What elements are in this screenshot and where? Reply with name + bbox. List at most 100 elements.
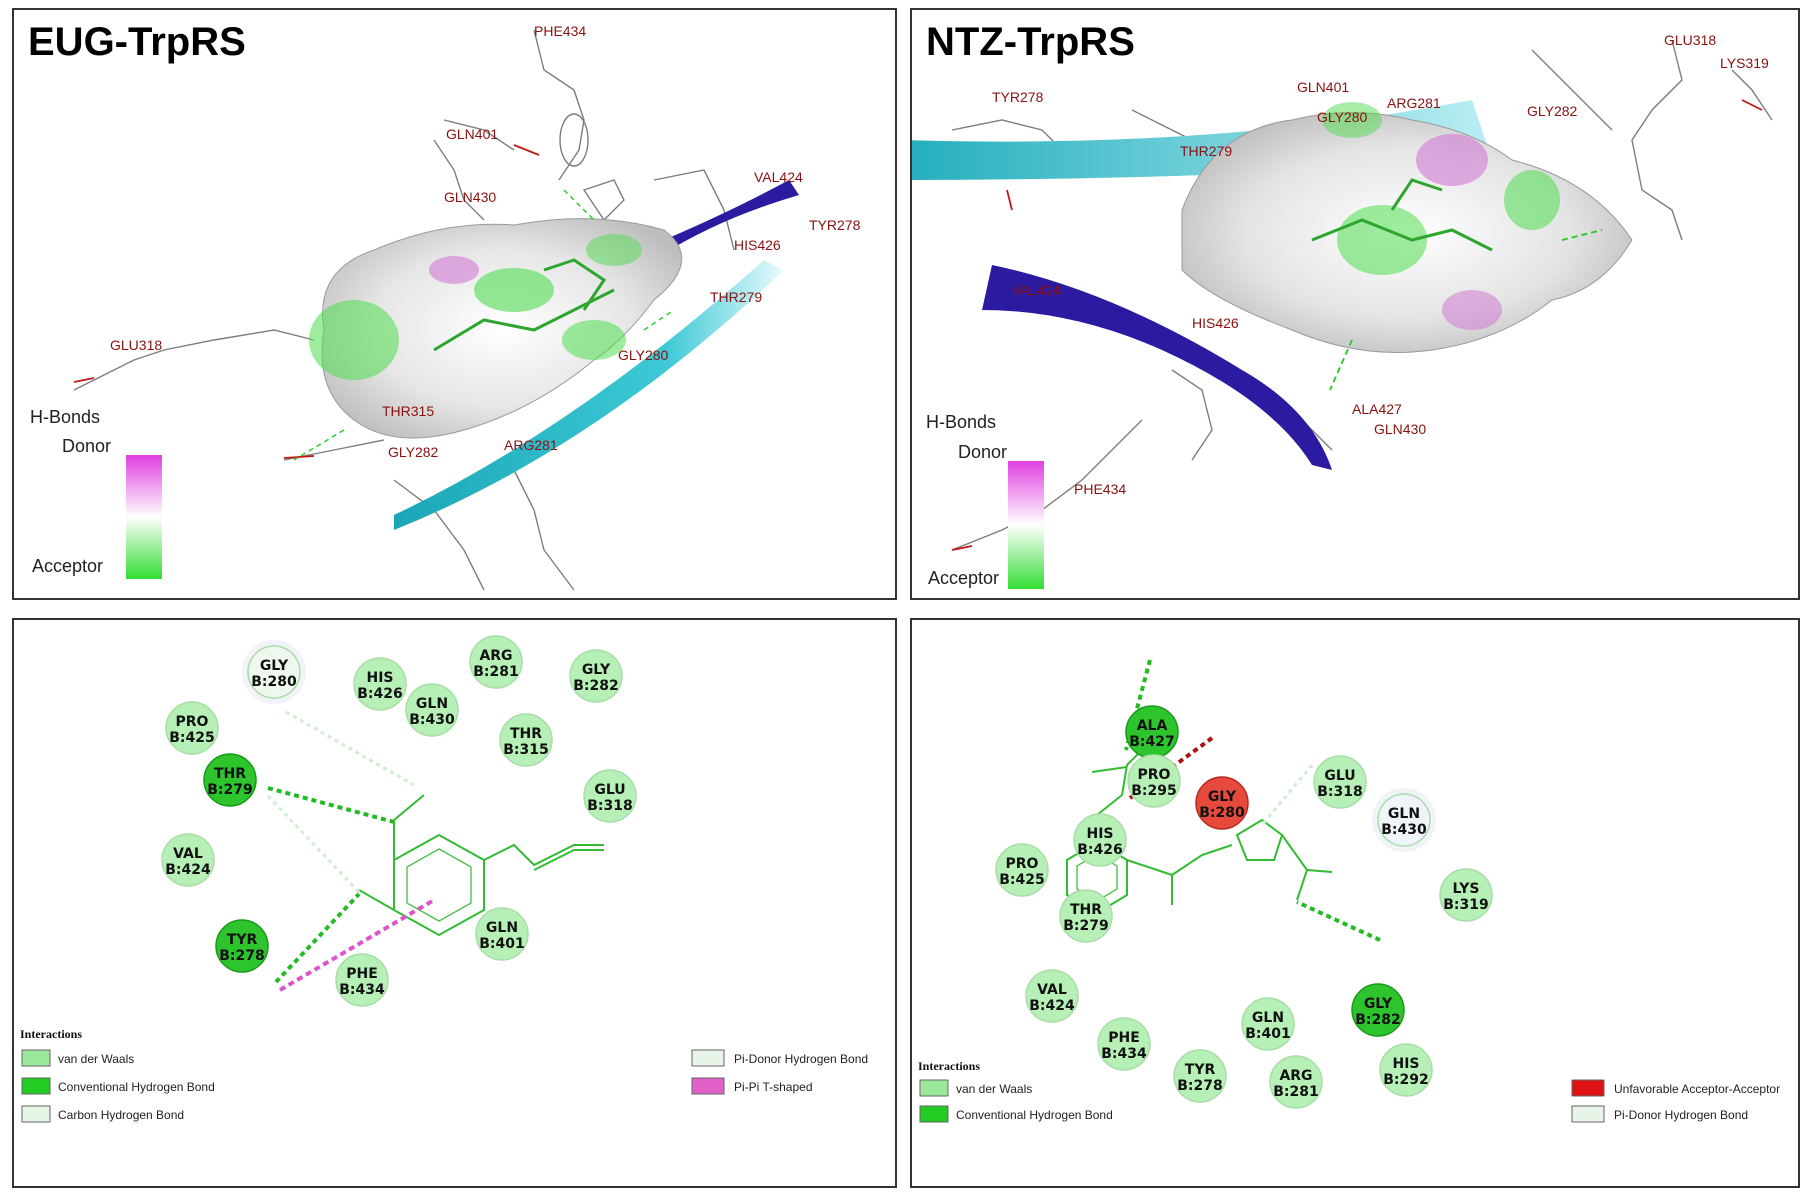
residue-label: TYR278 xyxy=(809,217,861,233)
residue-label: HIS426 xyxy=(1192,315,1239,331)
eug-residue-name: ARG xyxy=(479,648,512,664)
hbond-gradient-bar xyxy=(126,455,162,579)
ntz-residue-number: B:427 xyxy=(1129,734,1175,750)
hbond-acceptor-label: Acceptor xyxy=(928,568,999,588)
residue-label: GLU318 xyxy=(1664,32,1716,48)
residue-label: LYS319 xyxy=(1720,55,1769,71)
residue-label: GLN401 xyxy=(446,126,498,142)
eug-3d-residue-labels: PHE434 GLN401 GLN430 VAL424 TYR278 HIS42… xyxy=(110,23,861,460)
ntz-residue-disc xyxy=(1379,1043,1433,1097)
ntz-residue-number: B:292 xyxy=(1383,1072,1429,1088)
eug-residue-name: GLY xyxy=(582,662,611,678)
residue-label: ALA427 xyxy=(1352,401,1402,417)
legend-label: Pi-Donor Hydrogen Bond xyxy=(734,1052,868,1066)
eug-residue-disc xyxy=(569,649,623,703)
eug-residue-number: B:279 xyxy=(207,782,253,798)
ntz-residue-number: B:425 xyxy=(999,872,1045,888)
eug-residue-name: THR xyxy=(214,766,246,782)
ntz-residue-disc xyxy=(1059,889,1113,943)
eug-3d-render: PHE434 GLN401 GLN430 VAL424 TYR278 HIS42… xyxy=(30,23,861,591)
eug-3d-sticks xyxy=(73,29,735,591)
legend-swatch xyxy=(1571,1079,1605,1097)
eug-residue-number: B:425 xyxy=(169,730,215,746)
residue-label: GLN430 xyxy=(1374,421,1426,437)
eug-residue-number: B:315 xyxy=(503,742,549,758)
ntz-residue-disc xyxy=(1377,793,1431,847)
legend-label: Pi-Pi T-shaped xyxy=(734,1080,813,1094)
eug-3d-panel: PHE434 GLN401 GLN430 VAL424 TYR278 HIS42… xyxy=(12,8,897,600)
residue-label: ARG281 xyxy=(1387,95,1441,111)
ntz-residue-number: B:430 xyxy=(1381,822,1427,838)
ntz-residue-number: B:295 xyxy=(1131,783,1177,799)
ntz-residue-name: LYS xyxy=(1453,881,1480,897)
ntz-residue-disc xyxy=(1025,969,1079,1023)
panel-title: EUG-TrpRS xyxy=(28,20,246,64)
ntz-residue-number: B:424 xyxy=(1029,998,1075,1014)
hbond-donor-label: Donor xyxy=(958,442,1007,462)
residue-label: GLY282 xyxy=(1527,103,1578,119)
ntz-residue-name: ARG xyxy=(1279,1068,1312,1084)
legend-label: Conventional Hydrogen Bond xyxy=(956,1108,1113,1122)
hbond-donor-label: Donor xyxy=(62,436,111,456)
legend-swatch xyxy=(919,1105,949,1123)
residue-label: TYR278 xyxy=(992,89,1044,105)
ntz-residue-number: B:278 xyxy=(1177,1078,1223,1094)
eug-residue-number: B:430 xyxy=(409,712,455,728)
ntz-residue-number: B:319 xyxy=(1443,897,1489,913)
ntz-3d-residue-labels: GLU318 LYS319 TYR278 GLN401 ARG281 GLY28… xyxy=(992,32,1769,497)
legend-swatch xyxy=(21,1077,51,1095)
residue-label: GLY280 xyxy=(1317,109,1368,125)
ntz-residue-number: B:282 xyxy=(1355,1012,1401,1028)
eug-residue-disc xyxy=(165,701,219,755)
residue-label: GLN401 xyxy=(1297,79,1349,95)
legend-swatch xyxy=(1571,1105,1605,1123)
ntz-residue-number: B:434 xyxy=(1101,1046,1147,1062)
eug-residue-disc xyxy=(405,683,459,737)
ntz-residue-disc xyxy=(1127,754,1181,808)
eug-residue-name: TYR xyxy=(227,932,258,948)
ntz-3d-panel: GLU318 LYS319 TYR278 GLN401 ARG281 GLY28… xyxy=(910,8,1800,600)
eug-residue-disc xyxy=(475,907,529,961)
legend-swatch xyxy=(691,1049,725,1067)
interaction-lines xyxy=(266,710,436,992)
ntz-residue-name: GLN xyxy=(1252,1010,1284,1026)
legend-label: Conventional Hydrogen Bond xyxy=(58,1080,215,1094)
ntz-residue-name: HIS xyxy=(1086,826,1113,842)
interactions-legend: Interactions van der Waals Conventional … xyxy=(916,1054,1796,1184)
helix-ribbon-cyan xyxy=(394,260,784,530)
eug-residue-disc xyxy=(469,635,523,689)
residue-label: VAL424 xyxy=(754,169,803,185)
ntz-residue-disc xyxy=(1439,868,1493,922)
eug-residue-number: B:281 xyxy=(473,664,519,680)
eug-residue-disc xyxy=(499,713,553,767)
eug-residue-disc xyxy=(335,953,389,1007)
ntz-residue-name: PRO xyxy=(1138,767,1171,783)
hbond-legend-title: H-Bonds xyxy=(30,407,100,427)
ntz-residue-disc xyxy=(1097,1017,1151,1071)
eug-residue-number: B:278 xyxy=(219,948,265,964)
eug-residue-name: PRO xyxy=(176,714,209,730)
legend-label: van der Waals xyxy=(58,1052,134,1066)
eug-residue-name: GLN xyxy=(486,920,518,936)
residue-label: GLY280 xyxy=(618,347,669,363)
residue-label: PHE434 xyxy=(1074,481,1126,497)
panel-title: NTZ-TrpRS xyxy=(926,20,1135,64)
residue-label: THR315 xyxy=(382,403,434,419)
eug-residue-name: GLU xyxy=(594,782,625,798)
ntz-residue-name: ALA xyxy=(1137,718,1168,734)
eug-residue-disc xyxy=(203,753,257,807)
interactions-legend: Interactions van der Waals Conventional … xyxy=(18,1022,888,1182)
legend-label: Carbon Hydrogen Bond xyxy=(58,1108,184,1122)
ntz-residue-disc xyxy=(1173,1049,1227,1103)
ntz-residue-name: GLU xyxy=(1324,768,1355,784)
ntz-residue-name: GLY xyxy=(1364,996,1393,1012)
ntz-residue-disc xyxy=(1241,997,1295,1051)
eug-residue-number: B:280 xyxy=(251,674,297,690)
ntz-residue-name: THR xyxy=(1070,902,1102,918)
ntz-residue-disc xyxy=(1195,776,1249,830)
eug-residue-disc xyxy=(215,919,269,973)
legend-swatch xyxy=(919,1079,949,1097)
